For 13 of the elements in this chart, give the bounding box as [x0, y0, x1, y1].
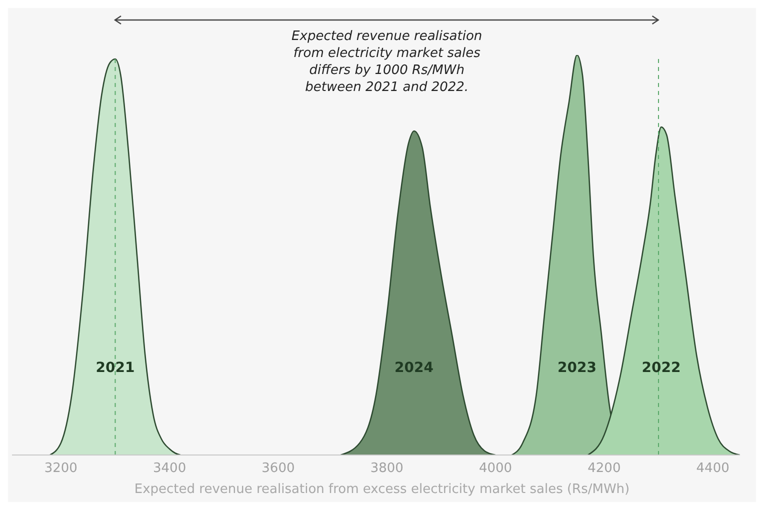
x-tick-label: 3200: [44, 461, 78, 476]
series-label: 2023: [558, 360, 596, 376]
x-tick-label: 3400: [153, 461, 186, 476]
series-label: 2021: [96, 360, 135, 376]
series-label: 2024: [394, 360, 434, 376]
x-axis-title: Expected revenue realisation from excess electricity market sales (Rs/MWh): [133, 482, 631, 497]
series-label: 2022: [642, 360, 681, 376]
annotation: Expected revenue realisation from electricity market sales differs by 1000 Rs/MWh between 2021 and 2022.: [290, 28, 484, 96]
x-tick-label: 4200: [588, 461, 621, 476]
x-tick-label: 3800: [370, 461, 404, 476]
x-tick-label: 3600: [262, 461, 295, 476]
x-tick-label: 4000: [478, 461, 512, 476]
x-tick-label: 4400: [696, 461, 730, 476]
